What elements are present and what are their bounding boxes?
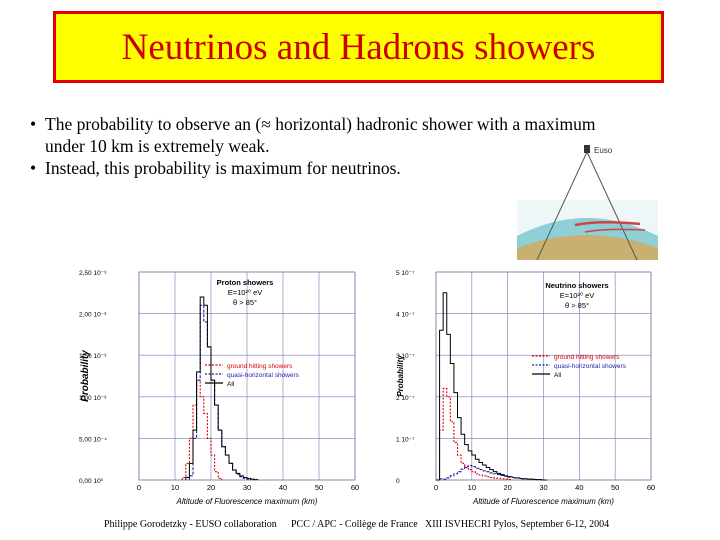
series-line — [181, 379, 223, 480]
y-tick-label: 0 — [396, 478, 400, 485]
bullet-text: Instead, this probability is maximum for… — [45, 158, 401, 178]
earth-surface — [517, 235, 658, 260]
x-tick-label: 10 — [171, 483, 179, 492]
euso-label: Euso — [594, 146, 613, 155]
slide-title: Neutrinos and Hadrons showers — [121, 26, 596, 68]
legend-label: quasi-horizontal showers — [227, 372, 300, 379]
x-tick-label: 10 — [468, 483, 476, 492]
y-tick-label: 1 10⁻⁷ — [396, 436, 415, 443]
x-tick-label: 50 — [611, 483, 619, 492]
y-tick-label: 5 10⁻⁷ — [396, 270, 415, 277]
y-tick-label: 2,50 10⁻³ — [79, 270, 107, 277]
y-tick-label: 1,50 10⁻³ — [79, 353, 107, 360]
y-axis-label: Probability — [396, 355, 405, 397]
legend-label: All — [227, 381, 235, 388]
x-tick-label: 20 — [207, 483, 215, 492]
shower-track — [574, 220, 641, 227]
footer-conference: XIII ISVHECRI Pylos, September 6-12, 200… — [425, 519, 610, 530]
legend-label: ground hitting showers — [227, 363, 293, 370]
chart-annotation-energy: E=10²⁰ eV — [228, 288, 263, 297]
x-tick-label: 50 — [315, 483, 323, 492]
legend-label: ground hitting showers — [554, 354, 620, 361]
y-tick-label: 0,00 10⁰ — [79, 478, 104, 485]
x-tick-label: 30 — [243, 483, 251, 492]
neutrino-showers-chart: ground hitting showers quasi-horizontal s… — [396, 270, 655, 506]
y-tick-label: 2,00 10⁻³ — [79, 312, 107, 319]
y-tick-label: 5,00 10⁻⁴ — [79, 436, 107, 443]
x-tick-label: 40 — [575, 483, 583, 492]
series-line — [436, 387, 512, 481]
series-lines — [436, 292, 548, 481]
plot-area: ground hitting showers quasi-horizontal s… — [79, 270, 359, 492]
x-axis-label: Altitude of Fluorescence maximum (km) — [472, 497, 614, 506]
legend: ground hitting showers quasi-horizontal s… — [532, 354, 627, 379]
series-lines — [181, 296, 259, 481]
fov-cone — [536, 151, 638, 260]
bullet-item: • Instead, this probability is maximum f… — [30, 157, 690, 179]
x-axis-label: Altitude of Fluorescence maximum (km) — [176, 497, 318, 506]
chart-annotation-angle: θ > 85° — [565, 301, 589, 310]
plot-area: ground hitting showers quasi-horizontal s… — [396, 270, 655, 492]
tick-labels: 0 10 20 30 40 50 60 0 1 10⁻⁷ 2 10⁻⁷ 3 10⁻⁷ 4 10⁻⁷ 5 … — [396, 270, 655, 492]
legend: ground hitting showers quasi-horizontal s… — [205, 363, 300, 388]
gridlines — [435, 271, 652, 481]
series-line — [436, 292, 548, 481]
x-tick-label: 0 — [137, 483, 141, 492]
footer-institution: PCC / APC - Collège de France — [291, 519, 418, 530]
bullet-marker: • — [30, 114, 37, 134]
chart-annotation-energy: E=10²⁰ eV — [560, 291, 595, 300]
chart-annotation-angle: θ > 85° — [233, 298, 257, 307]
bullet-continuation: under 10 km is extremely weak. — [45, 136, 270, 156]
x-tick-label: 20 — [503, 483, 511, 492]
series-line — [185, 296, 259, 481]
euso-diagram: Euso — [515, 140, 660, 260]
satellite-icon — [584, 145, 590, 153]
proton-showers-chart: ground hitting showers quasi-horizontal s… — [79, 270, 359, 506]
bullet-marker: • — [30, 158, 37, 178]
x-tick-label: 60 — [351, 483, 359, 492]
x-tick-label: 30 — [539, 483, 547, 492]
bullet-list: • The probability to observe an (≈ horiz… — [30, 113, 690, 179]
shower-track — [584, 228, 646, 233]
y-tick-label: 3 10⁻⁷ — [396, 353, 415, 360]
y-axis-label: Probability — [80, 350, 91, 402]
y-tick-label: 1,00 10⁻³ — [79, 395, 107, 402]
legend-label: quasi-horizontal showers — [554, 363, 627, 370]
tick-labels: 0 10 20 30 40 50 60 0,00 10⁰ 5,00 10⁻⁴ 1,00 10⁻³ 1… — [79, 270, 359, 492]
footer-author: Philippe Gorodetzky - EUSO collaboration — [104, 519, 277, 530]
chart-title: Proton showers — [217, 278, 274, 287]
x-tick-label: 0 — [434, 483, 438, 492]
bullet-item: • The probability to observe an (≈ horiz… — [30, 113, 690, 157]
x-tick-label: 60 — [647, 483, 655, 492]
y-tick-label: 4 10⁻⁷ — [396, 312, 415, 319]
bullet-text: The probability to observe an (≈ horizon… — [45, 114, 596, 134]
title-box: Neutrinos and Hadrons showers — [53, 11, 664, 83]
x-tick-label: 40 — [279, 483, 287, 492]
legend-label: All — [554, 372, 562, 379]
chart-title: Neutrino showers — [545, 281, 608, 290]
y-tick-label: 2 10⁻⁷ — [396, 395, 415, 402]
